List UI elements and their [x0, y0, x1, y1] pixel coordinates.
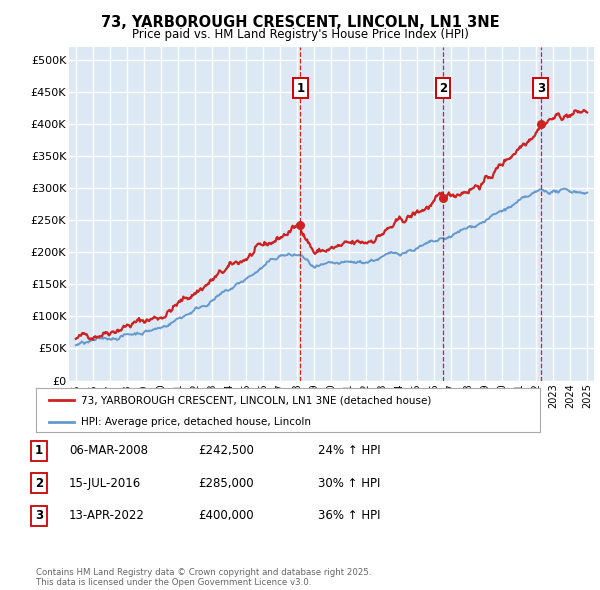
- Text: £285,000: £285,000: [198, 477, 254, 490]
- Text: 3: 3: [35, 509, 43, 522]
- Text: Price paid vs. HM Land Registry's House Price Index (HPI): Price paid vs. HM Land Registry's House …: [131, 28, 469, 41]
- Text: £400,000: £400,000: [198, 509, 254, 522]
- Text: 73, YARBOROUGH CRESCENT, LINCOLN, LN1 3NE: 73, YARBOROUGH CRESCENT, LINCOLN, LN1 3N…: [101, 15, 499, 30]
- Text: 73, YARBOROUGH CRESCENT, LINCOLN, LN1 3NE (detached house): 73, YARBOROUGH CRESCENT, LINCOLN, LN1 3N…: [82, 395, 432, 405]
- Text: £242,500: £242,500: [198, 444, 254, 457]
- Text: 3: 3: [537, 82, 545, 95]
- Text: 30% ↑ HPI: 30% ↑ HPI: [318, 477, 380, 490]
- Text: Contains HM Land Registry data © Crown copyright and database right 2025.
This d: Contains HM Land Registry data © Crown c…: [36, 568, 371, 587]
- Text: 1: 1: [296, 82, 304, 95]
- Text: 15-JUL-2016: 15-JUL-2016: [69, 477, 141, 490]
- Text: 24% ↑ HPI: 24% ↑ HPI: [318, 444, 380, 457]
- Text: 36% ↑ HPI: 36% ↑ HPI: [318, 509, 380, 522]
- Text: 2: 2: [439, 82, 447, 95]
- Text: 1: 1: [35, 444, 43, 457]
- Text: 13-APR-2022: 13-APR-2022: [69, 509, 145, 522]
- Text: 2: 2: [35, 477, 43, 490]
- Text: HPI: Average price, detached house, Lincoln: HPI: Average price, detached house, Linc…: [82, 417, 311, 427]
- Text: 06-MAR-2008: 06-MAR-2008: [69, 444, 148, 457]
